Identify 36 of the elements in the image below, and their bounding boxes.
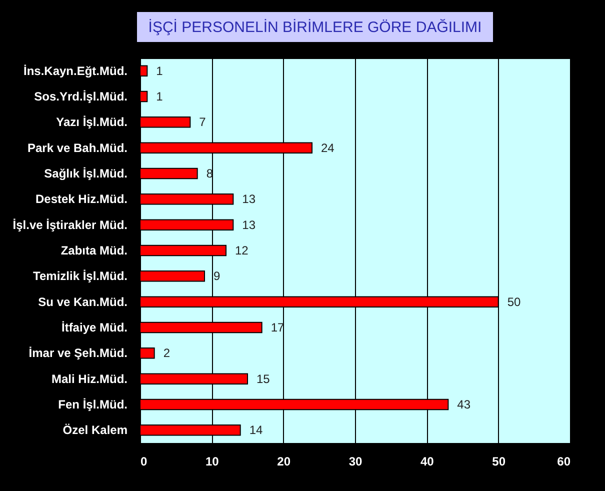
data-label: 24 (321, 140, 335, 155)
x-tick-label: 0 (140, 454, 148, 468)
data-label: 1 (156, 90, 164, 104)
data-label: 50 (507, 294, 522, 309)
y-tick-label: Mali Hiz.Müd. (52, 372, 128, 386)
y-tick-label: İmar ve Şeh.Müd. (28, 346, 128, 360)
y-tick-label: İşl.ve İştirakler Müd. (12, 218, 128, 232)
data-label: 13 (242, 192, 256, 206)
data-label: 2 (163, 346, 170, 360)
x-tick-label: 50 (492, 454, 506, 468)
y-tick-label: Sos.Yrd.İşl.Müd. (34, 90, 128, 104)
data-label: 13 (242, 218, 256, 232)
x-tick-label: 60 (557, 454, 571, 468)
y-tick-label: Zabıta Müd. (60, 244, 128, 258)
data-label: 7 (199, 115, 206, 130)
data-label: 12 (235, 244, 249, 258)
x-tick-label: 10 (205, 454, 220, 468)
y-tick-label: Özel Kalem (62, 423, 128, 438)
data-label: 14 (249, 423, 264, 438)
x-tick-label: 30 (348, 454, 362, 468)
y-tick-label: İtfaiye Müd. (61, 320, 128, 334)
y-tick-label: Sağlık İşl.Müd. (44, 166, 128, 180)
x-tick-label: 40 (420, 454, 434, 468)
y-tick-label: Su ve Kan.Müd. (38, 294, 128, 309)
data-label: 1 (156, 64, 164, 78)
x-tick-label: 20 (277, 454, 291, 468)
data-label: 15 (256, 372, 270, 386)
y-tick-label: İns.Kayn.Eğt.Müd. (23, 64, 128, 78)
y-tick-label: Destek Hiz.Müd. (35, 192, 128, 206)
data-label: 9 (214, 269, 220, 284)
data-label: 43 (457, 398, 471, 412)
y-tick-label: Yazı İşl.Müd. (56, 115, 128, 130)
y-tick-label: Temizlik İşl.Müd. (33, 269, 128, 284)
y-tick-label: Park ve Bah.Müd. (27, 140, 128, 155)
y-tick-label: Fen İşl.Müd. (58, 398, 128, 412)
chart-title: İŞÇİ PERSONELİN BİRİMLERE GÖRE DAĞILIMI (137, 12, 493, 42)
